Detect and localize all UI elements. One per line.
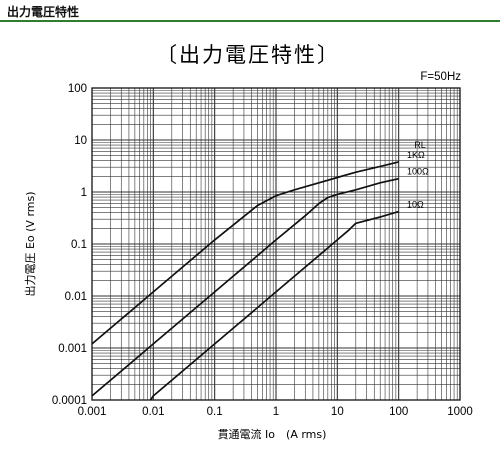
grid [92,88,460,400]
header-divider [0,20,500,22]
y-tick-label: 100 [68,83,87,95]
y-tick-label: 0.0001 [52,395,87,407]
series-line-1 [91,161,399,345]
y-tick-label: 1 [81,187,87,199]
x-tick-label: 10 [331,406,344,418]
frequency-annotation: F=50Hz [420,71,461,83]
plot-frame [91,87,461,401]
series-label: 100Ω [407,167,429,177]
tick-labels: 0.001 0.01 0.1 1 10 100 10000.00010.0010.010.1… [52,83,473,418]
series-label: 1KΩ [407,150,425,160]
series-line-3 [149,210,399,401]
series-labels: 1KΩ 100Ω 10Ω [407,150,429,210]
x-tick-label: 0.1 [207,406,223,418]
series-label: 10Ω [407,200,424,210]
y-tick-label: 0.001 [58,343,87,355]
series-lines [91,161,399,401]
output-voltage-chart: 〔出力電圧特性〕 F=50Hz 0.001 0.01 0.1 1 10 100 1000 0.… [23,43,473,441]
legend-title: RL [414,140,426,150]
x-tick-label: 1000 [447,406,473,418]
y-axis-label: 出力電圧 Eo (V rms) [23,191,37,296]
y-tick-label: 0.1 [71,239,87,251]
x-tick-label: 0.01 [142,406,164,418]
page-title: 出力電圧特性 [7,5,80,19]
y-tick-label: 0.01 [65,291,87,303]
page-header: 出力電圧特性 [0,0,500,22]
y-tick-label: 10 [74,135,87,147]
x-tick-label: 1 [273,406,279,418]
x-tick-label: 0.001 [78,406,107,418]
x-axis-label: 貫通電流 Io (A rms) [218,427,327,441]
chart-title: 〔出力電圧特性〕 [156,43,340,67]
x-tick-label: 100 [389,406,408,418]
series-line-2 [91,177,399,397]
